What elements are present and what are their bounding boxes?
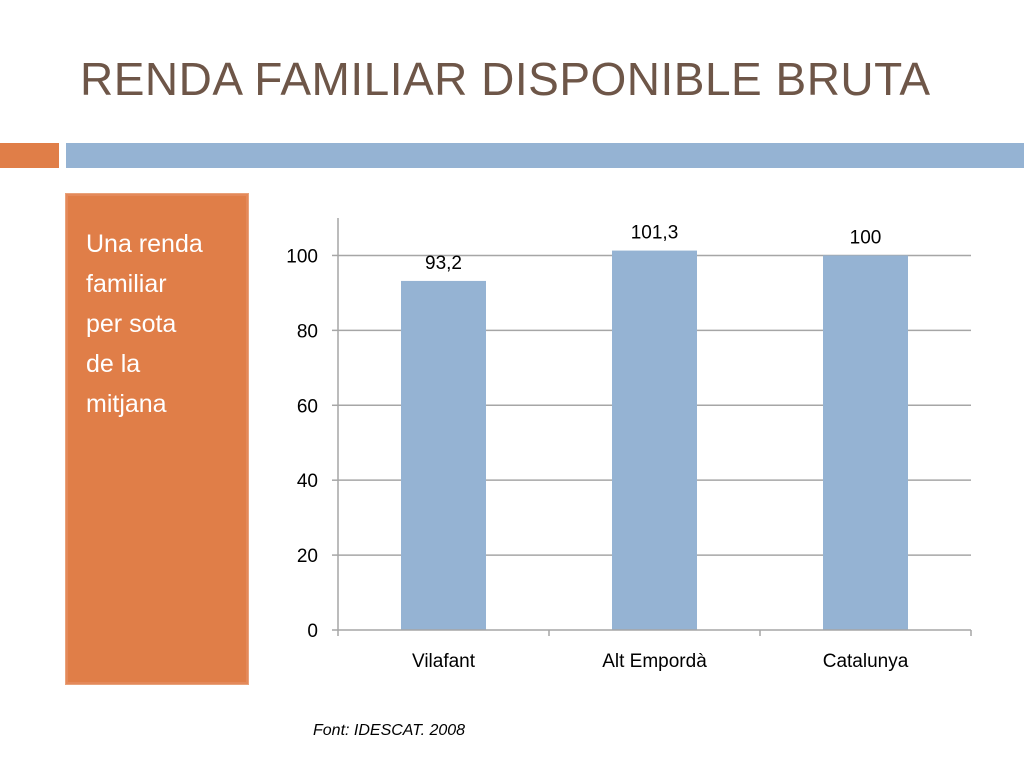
data-labels: 93,2 101,3 100 — [425, 223, 881, 274]
y-tick-label: 40 — [297, 471, 318, 492]
x-tick-label: Alt Empordà — [602, 651, 707, 672]
source-note: Font: IDESCAT. 2008 — [313, 722, 466, 739]
y-tick-label: 20 — [297, 546, 318, 567]
data-label: 101,3 — [631, 223, 679, 244]
bars — [401, 250, 908, 631]
data-label: 93,2 — [425, 253, 462, 274]
accent-bar-orange — [0, 143, 59, 168]
bar — [823, 255, 908, 631]
y-tick-label: 80 — [297, 321, 318, 342]
y-tick-label: 0 — [307, 621, 318, 642]
bar — [612, 250, 697, 630]
slide-title: RENDA FAMILIAR DISPONIBLE BRUTA — [80, 53, 931, 105]
x-tick-labels: Vilafant Alt Empordà Catalunya — [412, 651, 909, 672]
x-tick-label: Vilafant — [412, 651, 476, 672]
bar-chart: 0 20 40 60 80 100 93,2 101,3 100 Vilafant Alt Em… — [286, 218, 972, 672]
bar — [401, 280, 486, 630]
y-tick-labels: 0 20 40 60 80 100 — [286, 246, 318, 642]
data-label: 100 — [850, 227, 882, 248]
x-tick-label: Catalunya — [823, 651, 909, 672]
side-callout-box: Una renda familiar per sota de la mitjan… — [65, 193, 249, 685]
y-tick-label: 100 — [286, 246, 318, 267]
accent-bar-blue — [66, 143, 1024, 168]
x-axis — [337, 218, 972, 636]
y-tick-label: 60 — [297, 396, 318, 417]
side-callout-text: Una renda familiar per sota de la mitjan… — [86, 230, 203, 418]
